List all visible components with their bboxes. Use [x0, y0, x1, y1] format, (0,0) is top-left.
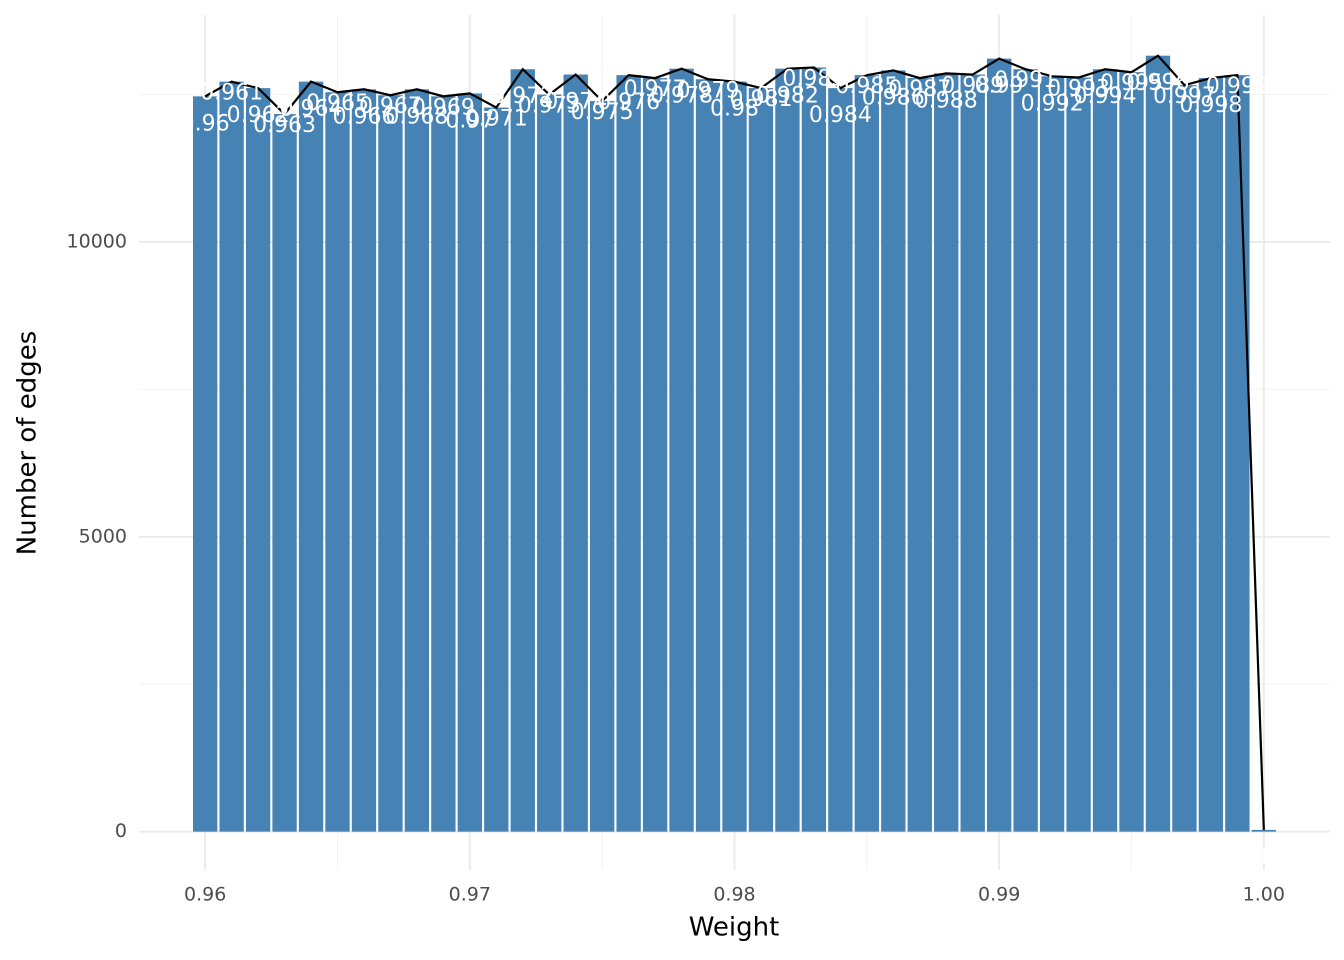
- value-label: 0.975: [571, 100, 634, 125]
- bar: [801, 67, 827, 832]
- value-label: 0.998: [1179, 93, 1242, 118]
- bar: [881, 70, 906, 832]
- value-label: 0.968: [385, 104, 448, 129]
- bar: [1145, 55, 1171, 832]
- bar: [1251, 829, 1277, 832]
- value-label: 0.999: [1206, 74, 1269, 99]
- value-label: 0.99: [975, 74, 1024, 99]
- bar: [192, 96, 218, 832]
- bar: [748, 88, 774, 832]
- value-label: 0.966: [332, 104, 395, 129]
- value-label: 0.984: [809, 103, 872, 128]
- value-label: 0.997: [1153, 84, 1216, 109]
- bar: [907, 78, 932, 832]
- value-label: 0.995: [1100, 71, 1163, 96]
- value-label: 0.97: [445, 108, 494, 133]
- bar: [1198, 78, 1224, 832]
- value-label: 1: [1257, 845, 1271, 870]
- value-label: 0.993: [1047, 77, 1110, 102]
- value-label: 0.988: [915, 88, 978, 113]
- value-label: 0.981: [729, 87, 792, 112]
- value-label: 0.989: [941, 74, 1004, 99]
- bar: [1039, 76, 1065, 832]
- bar: [722, 81, 747, 832]
- bar: [351, 89, 377, 832]
- bar: [563, 74, 588, 832]
- value-label: 0.971: [465, 107, 528, 132]
- bar: [219, 81, 244, 832]
- value-label: 0.986: [862, 85, 925, 110]
- x-axis-title: Weight: [689, 913, 780, 943]
- value-label: 0.973: [518, 94, 581, 119]
- value-label: 0.969: [412, 95, 475, 120]
- bar: [828, 88, 853, 832]
- value-label: 0.972: [491, 84, 554, 109]
- bar: [245, 88, 271, 832]
- x-tick-label: 0.96: [184, 884, 226, 906]
- value-label: 0.98: [710, 97, 759, 122]
- y-axis-title: Number of edges: [13, 331, 43, 556]
- x-tick-label: 0.99: [978, 884, 1020, 906]
- bar: [616, 75, 641, 832]
- x-tick-label: 1.00: [1243, 884, 1285, 906]
- bar: [589, 101, 615, 832]
- bar: [960, 74, 985, 832]
- x-tick-label: 0.98: [713, 884, 755, 906]
- value-label: 0.994: [1074, 84, 1137, 109]
- bar: [431, 96, 456, 832]
- value-label: 0.967: [359, 94, 422, 119]
- bar: [669, 68, 694, 832]
- y-tick-label: 5000: [79, 525, 127, 547]
- bar: [1066, 77, 1091, 832]
- value-label: 0.987: [888, 77, 951, 102]
- line: [204, 54, 1265, 830]
- value-label: 0.974: [544, 90, 607, 115]
- value-label: 0.982: [756, 84, 819, 109]
- y-tick-label: 0: [115, 820, 127, 842]
- bar: [854, 75, 880, 832]
- bar: [986, 58, 1012, 832]
- bar: [775, 68, 800, 832]
- value-label: 0.992: [1021, 91, 1084, 116]
- value-label: 0.965: [306, 91, 369, 116]
- value-label: 0.96: [181, 111, 230, 136]
- bar: [378, 95, 403, 832]
- bar: [457, 93, 483, 832]
- bar: [1172, 85, 1197, 832]
- bar: [934, 73, 959, 832]
- bar: [325, 92, 350, 832]
- x-tick-label: 0.97: [449, 884, 491, 906]
- value-label: 0.977: [624, 77, 687, 102]
- bar: [1119, 72, 1144, 832]
- bar: [642, 78, 668, 832]
- y-tick-label: 10000: [67, 231, 127, 253]
- value-label: 0.983: [782, 66, 845, 91]
- value-label: 0.979: [677, 78, 740, 103]
- bar: [1225, 75, 1250, 832]
- value-label: 0.978: [650, 84, 713, 109]
- value-label: 0.963: [253, 113, 316, 138]
- value-label: 0.991: [994, 68, 1057, 93]
- value-label: 0.996: [1126, 71, 1189, 96]
- value-label: 0.976: [597, 90, 660, 115]
- bar: [1013, 69, 1038, 832]
- value-label: 0.964: [280, 97, 343, 122]
- bar: [1092, 69, 1118, 832]
- value-label: 0.985: [835, 74, 898, 99]
- value-label: 0.961: [200, 81, 263, 106]
- bar: [298, 81, 324, 832]
- bar: [537, 94, 562, 832]
- bar: [510, 69, 535, 832]
- bar: [695, 79, 721, 832]
- value-label: 0.962: [227, 103, 290, 128]
- bar: [484, 107, 509, 832]
- bar: [272, 114, 297, 832]
- bar: [404, 89, 430, 832]
